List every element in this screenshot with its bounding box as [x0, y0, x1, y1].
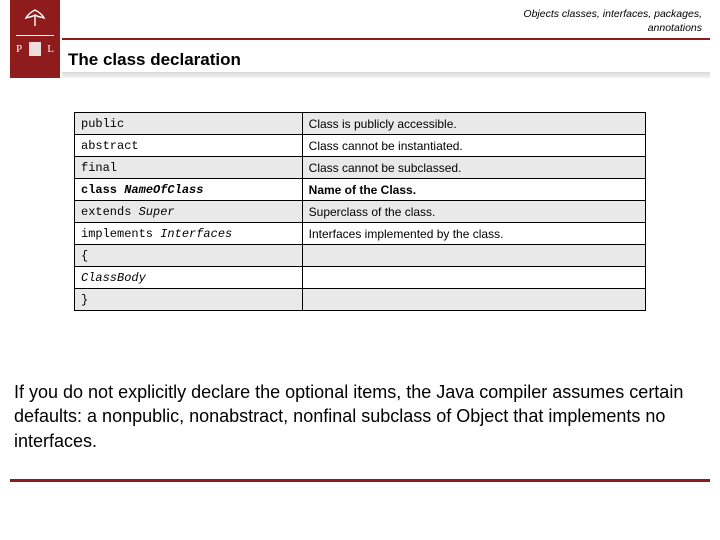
- body-paragraph: If you do not explicitly declare the opt…: [14, 380, 706, 453]
- table-row: finalClass cannot be subclassed.: [75, 157, 646, 179]
- breadcrumb-line-1: Objects classes, interfaces, packages,: [523, 8, 702, 22]
- breadcrumb: Objects classes, interfaces, packages, a…: [523, 8, 702, 35]
- table-cell-keyword: implements Interfaces: [75, 223, 303, 245]
- logo-letter-left: P: [16, 43, 22, 55]
- table-cell-keyword: {: [75, 245, 303, 267]
- table-cell-description: Class cannot be subclassed.: [302, 157, 645, 179]
- page-title: The class declaration: [68, 50, 241, 70]
- table-cell-description: Class is publicly accessible.: [302, 113, 645, 135]
- table-row: abstractClass cannot be instantiated.: [75, 135, 646, 157]
- breadcrumb-line-2: annotations: [523, 22, 702, 36]
- table-cell-keyword: }: [75, 289, 303, 311]
- table-cell-keyword: extends Super: [75, 201, 303, 223]
- table-row: extends SuperSuperclass of the class.: [75, 201, 646, 223]
- table-cell-keyword: class NameOfClass: [75, 179, 303, 201]
- title-underline: [62, 72, 710, 78]
- table-row: class NameOfClassName of the Class.: [75, 179, 646, 201]
- table-cell-description: [302, 245, 645, 267]
- table-row: publicClass is publicly accessible.: [75, 113, 646, 135]
- header: P L Objects classes, interfaces, package…: [0, 0, 720, 80]
- logo-eagle-icon: [10, 0, 60, 35]
- table-row: implements InterfacesInterfaces implemen…: [75, 223, 646, 245]
- header-rule: [62, 38, 710, 40]
- table-row: }: [75, 289, 646, 311]
- table-cell-description: Name of the Class.: [302, 179, 645, 201]
- logo-letter-right: L: [47, 43, 54, 55]
- table-cell-description: Interfaces implemented by the class.: [302, 223, 645, 245]
- table-cell-description: Superclass of the class.: [302, 201, 645, 223]
- declaration-table: publicClass is publicly accessible.abstr…: [74, 112, 646, 311]
- table-cell-keyword: public: [75, 113, 303, 135]
- table-row: ClassBody: [75, 267, 646, 289]
- table-cell-description: [302, 267, 645, 289]
- university-logo: P L: [10, 0, 60, 78]
- table-cell-description: [302, 289, 645, 311]
- table-cell-description: Class cannot be instantiated.: [302, 135, 645, 157]
- logo-crest-icon: [29, 42, 41, 56]
- footer-rule: [10, 479, 710, 482]
- table-cell-keyword: final: [75, 157, 303, 179]
- table-cell-keyword: ClassBody: [75, 267, 303, 289]
- table-row: {: [75, 245, 646, 267]
- table-cell-keyword: abstract: [75, 135, 303, 157]
